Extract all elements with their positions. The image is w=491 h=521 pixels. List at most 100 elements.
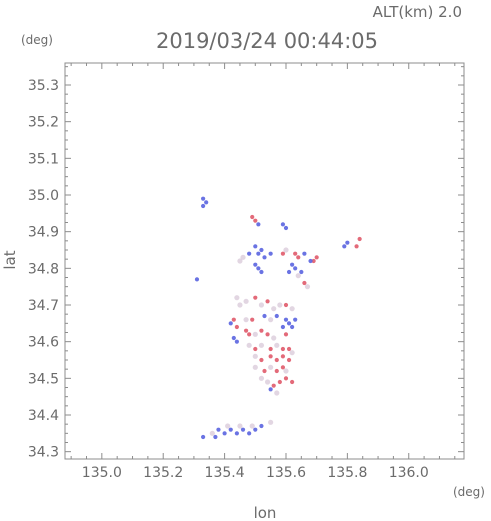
data-point bbox=[243, 298, 249, 304]
data-point bbox=[271, 335, 277, 341]
plot-frame bbox=[64, 62, 465, 460]
data-point bbox=[259, 328, 264, 333]
data-point bbox=[249, 423, 255, 429]
data-point bbox=[274, 368, 279, 374]
data-point bbox=[237, 302, 243, 308]
data-point bbox=[268, 354, 273, 359]
data-point bbox=[357, 236, 362, 242]
data-point bbox=[280, 251, 286, 256]
data-point bbox=[299, 269, 304, 275]
data-point bbox=[201, 203, 206, 209]
data-point bbox=[253, 346, 258, 352]
data-point bbox=[256, 251, 261, 256]
data-point bbox=[258, 375, 265, 381]
x-tick-label: 136.0 bbox=[389, 465, 429, 481]
data-point bbox=[240, 254, 246, 260]
data-point bbox=[293, 251, 298, 256]
data-point bbox=[280, 222, 286, 227]
data-point bbox=[246, 342, 252, 348]
data-point bbox=[308, 258, 313, 264]
data-point bbox=[253, 427, 258, 432]
data-point bbox=[283, 376, 289, 381]
data-point bbox=[268, 317, 274, 323]
data-point bbox=[277, 302, 283, 308]
data-point bbox=[234, 324, 239, 330]
data-point bbox=[293, 266, 298, 271]
y-tick-label: 34.8 bbox=[28, 261, 59, 277]
data-point bbox=[290, 379, 295, 385]
data-point bbox=[265, 299, 270, 304]
data-point bbox=[234, 431, 239, 436]
data-point bbox=[286, 321, 292, 326]
data-point bbox=[345, 240, 350, 245]
data-point bbox=[293, 317, 298, 322]
data-point bbox=[268, 419, 274, 425]
data-point bbox=[228, 321, 233, 326]
data-point bbox=[274, 313, 279, 319]
x-tick-label: 135.6 bbox=[266, 465, 306, 481]
data-point bbox=[201, 434, 206, 440]
data-point bbox=[302, 280, 307, 286]
data-point bbox=[286, 357, 292, 363]
x-tick-label: 135.2 bbox=[143, 465, 183, 481]
data-point bbox=[274, 390, 280, 396]
y-tick-label: 35.3 bbox=[28, 78, 59, 94]
data-point bbox=[213, 434, 218, 440]
data-point bbox=[283, 317, 289, 322]
y-tick-label: 34.4 bbox=[28, 408, 59, 424]
data-point bbox=[250, 317, 255, 322]
altitude-label: ALT(km) 2.0 bbox=[373, 3, 462, 21]
data-point bbox=[231, 317, 236, 322]
x-tick-label: 135.4 bbox=[205, 465, 245, 481]
data-point bbox=[264, 379, 271, 385]
data-point bbox=[268, 346, 273, 352]
data-point bbox=[252, 353, 258, 359]
data-point bbox=[283, 225, 289, 231]
data-point bbox=[222, 431, 227, 436]
data-point bbox=[259, 423, 264, 429]
y-tick-label: 34.5 bbox=[28, 371, 59, 387]
data-point bbox=[274, 357, 279, 363]
data-point bbox=[289, 306, 295, 312]
data-point bbox=[253, 262, 258, 267]
x-tick-label: 135.0 bbox=[82, 465, 122, 481]
y-axis-label: lat bbox=[1, 250, 19, 269]
data-point bbox=[289, 350, 295, 356]
data-point bbox=[258, 302, 265, 308]
data-point bbox=[277, 379, 282, 385]
data-point bbox=[280, 365, 286, 370]
x-unit-label: (deg) bbox=[453, 485, 485, 499]
data-point bbox=[234, 295, 240, 301]
data-point bbox=[247, 431, 252, 436]
data-point bbox=[283, 247, 289, 253]
y-tick-label: 35.1 bbox=[28, 151, 59, 167]
axis-ticks bbox=[65, 63, 464, 459]
y-tick-label: 34.3 bbox=[28, 445, 59, 461]
data-point bbox=[271, 306, 277, 312]
data-point bbox=[201, 196, 206, 201]
data-point bbox=[258, 342, 265, 348]
data-points bbox=[194, 196, 362, 440]
data-point bbox=[268, 251, 273, 256]
data-point bbox=[237, 423, 243, 429]
data-point bbox=[286, 346, 292, 352]
data-point bbox=[253, 244, 258, 249]
data-point bbox=[243, 328, 249, 333]
data-point bbox=[204, 200, 209, 205]
data-point bbox=[280, 354, 286, 359]
data-point bbox=[280, 346, 286, 352]
data-point bbox=[271, 383, 276, 388]
data-point bbox=[259, 357, 264, 363]
data-point bbox=[209, 430, 215, 436]
data-point bbox=[283, 302, 289, 308]
data-point bbox=[262, 368, 267, 374]
data-point bbox=[280, 324, 286, 330]
data-point bbox=[259, 269, 264, 275]
y-unit-label: (deg) bbox=[21, 33, 53, 47]
data-point bbox=[234, 339, 239, 344]
data-point bbox=[256, 222, 261, 227]
data-point bbox=[259, 247, 264, 253]
data-point bbox=[252, 331, 258, 337]
data-point bbox=[194, 277, 200, 282]
